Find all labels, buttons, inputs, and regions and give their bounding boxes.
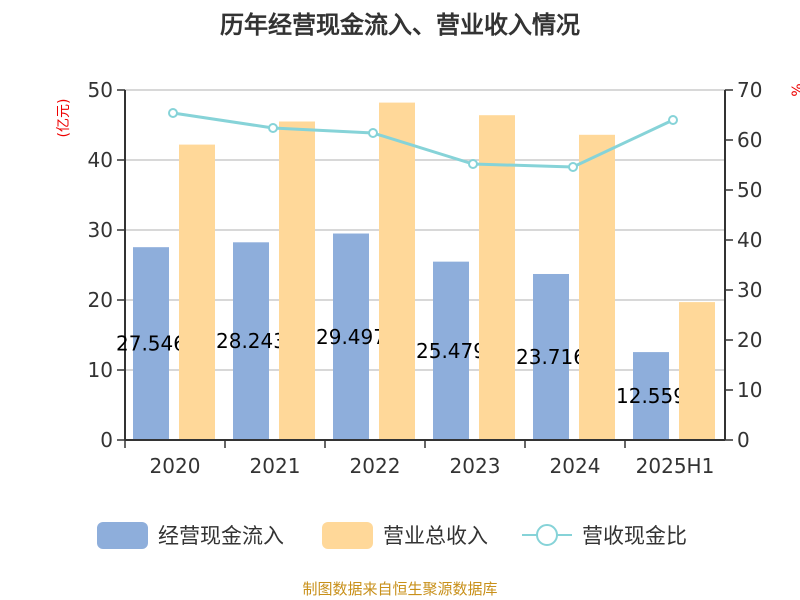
legend-swatch-revenue bbox=[322, 522, 373, 549]
right-tick-label: 40 bbox=[737, 228, 762, 252]
bar-cash-inflow bbox=[633, 352, 669, 440]
legend-swatch-cash-inflow bbox=[97, 522, 148, 549]
right-tick-label: 10 bbox=[737, 378, 762, 402]
ratio-point bbox=[168, 108, 178, 118]
bar-data-label: 28.243 bbox=[216, 329, 286, 353]
left-tick-label: 50 bbox=[88, 78, 113, 102]
bar-revenue bbox=[279, 121, 315, 440]
ratio-point bbox=[668, 115, 678, 125]
legend-label-revenue: 营业总收入 bbox=[383, 524, 488, 548]
left-axis-label: (亿元) bbox=[56, 99, 72, 138]
right-tick-label: 70 bbox=[737, 78, 762, 102]
left-tick-label: 0 bbox=[100, 428, 113, 452]
legend-marker-ratio bbox=[536, 524, 558, 546]
bar-revenue bbox=[679, 302, 715, 440]
x-tick-label: 2024 bbox=[550, 454, 601, 478]
x-tick-label: 2023 bbox=[450, 454, 501, 478]
source-note: 制图数据来自恒生聚源数据库 bbox=[302, 580, 497, 598]
x-tick-label: 2025H1 bbox=[636, 454, 715, 478]
right-tick-label: 20 bbox=[737, 328, 762, 352]
bar-revenue bbox=[479, 115, 515, 440]
ratio-point bbox=[568, 162, 578, 172]
right-tick-label: 60 bbox=[737, 128, 762, 152]
bar-data-label: 23.716 bbox=[516, 345, 586, 369]
left-tick-label: 30 bbox=[88, 218, 113, 242]
bar-cash-inflow bbox=[433, 261, 469, 440]
bar-data-label: 25.479 bbox=[416, 339, 486, 363]
left-tick-label: 10 bbox=[88, 358, 113, 382]
bar-data-label: 29.497 bbox=[316, 325, 386, 349]
left-tick-label: 20 bbox=[88, 288, 113, 312]
right-tick-label: 50 bbox=[737, 178, 762, 202]
bar-revenue bbox=[379, 102, 415, 440]
right-tick-label: 0 bbox=[737, 428, 750, 452]
chart-title: 历年经营现金流入、营业收入情况 bbox=[220, 11, 580, 39]
bar-revenue bbox=[579, 134, 615, 441]
bar-cash-inflow bbox=[233, 242, 269, 440]
bar-cash-inflow bbox=[533, 273, 569, 440]
ratio-point bbox=[468, 159, 478, 169]
right-axis-label: % bbox=[790, 83, 800, 96]
bar-data-label: 12.559 bbox=[616, 384, 686, 408]
bar-cash-inflow bbox=[133, 247, 169, 440]
bar-revenue bbox=[179, 144, 215, 440]
ratio-line bbox=[172, 111, 674, 169]
legend-label-cash-inflow: 经营现金流入 bbox=[158, 524, 284, 548]
x-tick-label: 2020 bbox=[150, 454, 201, 478]
bar-cash-inflow bbox=[333, 233, 369, 440]
bar-data-label: 27.546 bbox=[116, 332, 186, 356]
left-tick-label: 40 bbox=[88, 148, 113, 172]
ratio-point bbox=[268, 123, 278, 133]
x-tick-label: 2022 bbox=[350, 454, 401, 478]
right-tick-label: 30 bbox=[737, 278, 762, 302]
ratio-point bbox=[368, 128, 378, 138]
legend-label-ratio: 营收现金比 bbox=[582, 524, 687, 548]
x-tick-label: 2021 bbox=[250, 454, 301, 478]
